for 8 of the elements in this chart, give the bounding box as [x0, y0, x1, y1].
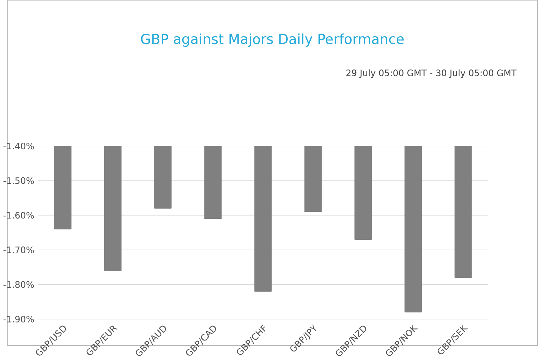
y-tick-label: -1.90% — [4, 316, 34, 323]
chart-title: GBP against Majors Daily Performance — [141, 34, 404, 48]
y-tick-label: -1.70% — [4, 246, 34, 254]
y-tick-label: -1.40% — [4, 142, 34, 150]
chart-subtitle: 29 July 05:00 GMT - 30 July 05:00 GMT — [346, 70, 517, 78]
y-tick-label: -1.60% — [4, 212, 34, 219]
y-tick-label: -1.80% — [4, 281, 34, 288]
y-tick-label: -1.50% — [4, 178, 34, 184]
